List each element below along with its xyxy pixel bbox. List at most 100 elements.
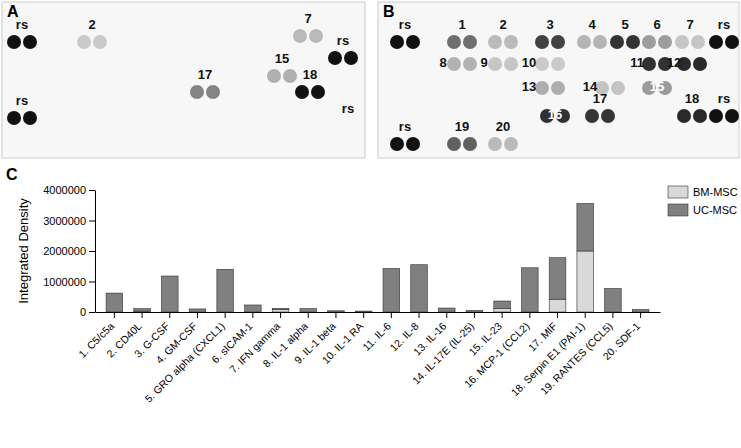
blot-spot (77, 35, 91, 49)
blot-spot (593, 35, 607, 49)
blot-spot (293, 29, 307, 43)
background (0, 0, 741, 448)
reference-spot (709, 109, 723, 123)
blot-spot (610, 35, 624, 49)
spot-label: rs (16, 93, 28, 108)
legend-label: BM-MSC (693, 186, 738, 198)
bar (494, 301, 511, 308)
panel-label: C (6, 166, 18, 183)
spot-label: rs (718, 91, 730, 106)
spot-label: 2 (499, 17, 506, 32)
blot-spot (504, 137, 518, 151)
reference-spot (390, 137, 404, 151)
blot-spot (309, 29, 323, 43)
reference-spot (7, 35, 21, 49)
bar (438, 308, 455, 312)
bar (217, 269, 234, 312)
blot-spot (488, 35, 502, 49)
blot-spot (642, 57, 656, 71)
bar (605, 289, 622, 312)
blot-spot (675, 35, 689, 49)
blot-spot (658, 35, 672, 49)
legend-swatch (668, 186, 688, 198)
blot-spot (206, 85, 220, 99)
blot-spot (504, 57, 518, 71)
bar (328, 312, 345, 313)
tick: 10. IL-1 RA (319, 312, 365, 366)
blot-panel: Brs1234567rs89101112131415161718rsrs1920 (378, 2, 739, 158)
x-axis: 1. C5/c5a2. CD40L3. G-CSF4. GM-CSF5. GRO… (76, 312, 661, 405)
tick-label: 10. IL-1 RA (319, 320, 365, 366)
spot-label: 10 (522, 55, 536, 70)
blot-spot (295, 85, 309, 99)
tick-mark (557, 312, 558, 318)
bar (522, 268, 539, 312)
bar (106, 293, 123, 312)
tick-mark (529, 312, 530, 318)
bar (272, 308, 289, 309)
spot-label: rs (399, 119, 411, 134)
blot-spot (677, 109, 691, 123)
blot-spot (611, 81, 625, 95)
bar (577, 203, 594, 251)
spot-label: 17 (593, 91, 607, 106)
reference-spot (328, 51, 342, 65)
tick-mark (419, 312, 420, 318)
spot-label: 4 (588, 17, 596, 32)
reference-spot (7, 111, 21, 125)
tick-mark (114, 312, 115, 318)
blot-spot (463, 137, 477, 151)
spot-label: 18 (685, 91, 699, 106)
tick-mark (446, 312, 447, 318)
bar (355, 311, 372, 312)
blot-spot (190, 85, 204, 99)
bar (161, 276, 178, 312)
tick-mark (363, 312, 364, 318)
tick-label: 3000000 (43, 215, 86, 227)
axis-line (95, 191, 96, 313)
tick-mark (89, 282, 95, 283)
blot-spot (693, 57, 707, 71)
bar (300, 309, 317, 312)
legend: BM-MSC UC-MSC (668, 186, 738, 216)
bar-series (134, 251, 594, 312)
reference-spot (406, 137, 420, 151)
reference-spot (709, 35, 723, 49)
spot-label: 1 (458, 17, 465, 32)
blot-membrane (378, 2, 739, 158)
blot-spot (577, 35, 591, 49)
blot-spot (488, 137, 502, 151)
reference-spot (390, 35, 404, 49)
spot-label: 18 (303, 67, 317, 82)
tick: 2000000 (43, 245, 95, 257)
spot-label: 15 (650, 79, 664, 94)
spot-label: rs (16, 17, 28, 32)
tick-label: 4000000 (43, 184, 86, 196)
tick-mark (474, 312, 475, 318)
blot-membrane (2, 2, 365, 158)
tick-label: 19. RANTES (CCL5) (538, 320, 615, 397)
legend-label: UC-MSC (693, 204, 737, 216)
tick-mark (585, 312, 586, 318)
tick-mark (502, 312, 503, 318)
y-axis: 01000000200000030000004000000 (43, 184, 95, 318)
tick: 0 (80, 306, 95, 318)
tick-mark (169, 312, 170, 318)
tick-mark (89, 190, 95, 191)
spot-label: 7 (304, 11, 311, 26)
bar (272, 310, 289, 312)
blot-spot (693, 109, 707, 123)
bar (577, 251, 594, 312)
tick-mark (640, 312, 641, 318)
bar (383, 268, 400, 312)
blot-spot (504, 35, 518, 49)
tick-mark (89, 221, 95, 222)
tick-mark (308, 312, 309, 318)
blot-spot (601, 109, 615, 123)
bar-series (106, 203, 649, 312)
blot-panel: Ars27rs151718rsrs (2, 2, 365, 158)
blot-spot (463, 57, 477, 71)
blot-spot (551, 35, 565, 49)
blot-spot (93, 35, 107, 49)
tick-label: 20. SDF-1 (600, 320, 642, 362)
